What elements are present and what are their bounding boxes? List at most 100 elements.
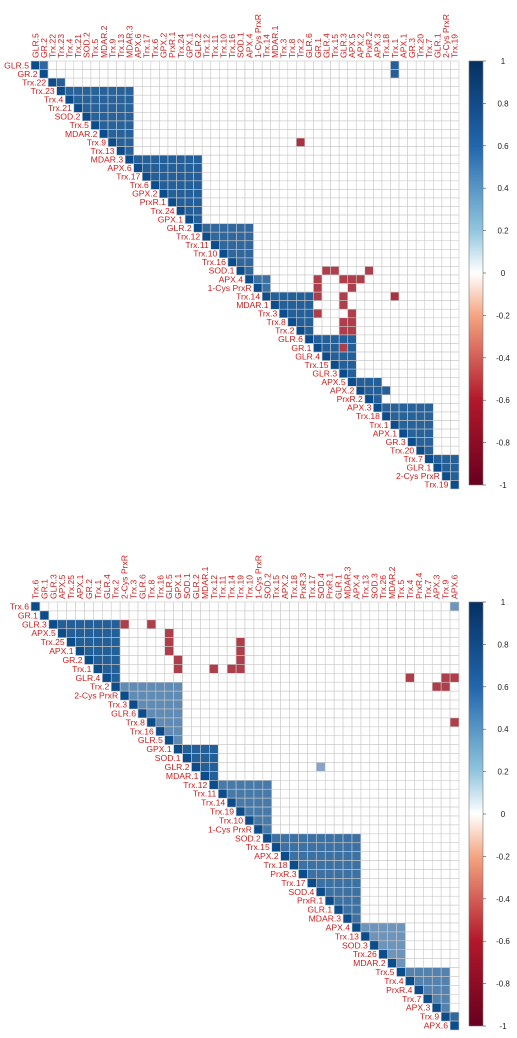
heatmap-cell <box>219 120 229 130</box>
heatmap-cell <box>217 762 228 772</box>
heatmap-cell <box>150 146 160 156</box>
row-label: GR.2 <box>62 655 82 665</box>
heatmap-cell <box>137 673 148 683</box>
heatmap-cell <box>347 86 357 96</box>
heatmap-cell <box>261 214 271 224</box>
heatmap-cell <box>304 214 314 224</box>
heatmap-cell <box>355 69 366 79</box>
heatmap-cell <box>155 655 166 665</box>
heatmap-cell <box>415 163 426 173</box>
heatmap-cell <box>431 753 442 763</box>
heatmap-cell <box>324 762 335 772</box>
heatmap-cell <box>304 274 314 284</box>
heatmap-cell <box>227 103 237 113</box>
heatmap-cell <box>164 646 174 656</box>
heatmap-cell <box>415 334 426 344</box>
heatmap-cell <box>226 655 237 665</box>
heatmap-cell <box>133 137 143 147</box>
heatmap-cell <box>226 601 237 612</box>
heatmap-cell <box>414 771 424 781</box>
heatmap-cell <box>261 206 271 216</box>
heatmap-cell <box>167 86 177 96</box>
heatmap-cell <box>201 112 212 122</box>
heatmap-cell <box>298 744 308 754</box>
heatmap-cell <box>441 171 451 182</box>
heatmap-cell <box>424 360 434 370</box>
heatmap-cell <box>424 394 434 404</box>
heatmap-cell <box>378 762 388 772</box>
heatmap-cell <box>235 619 246 630</box>
heatmap-cell <box>116 129 126 139</box>
heatmap-cell <box>150 103 160 113</box>
heatmap-cell <box>270 197 280 207</box>
heatmap-cell <box>253 214 263 224</box>
heatmap-cell <box>440 646 451 656</box>
heatmap-cell <box>423 780 433 790</box>
heatmap-cell <box>271 815 281 826</box>
row-label: Trx.16 <box>130 726 154 736</box>
heatmap-cell <box>304 154 314 165</box>
heatmap-cell <box>423 940 433 951</box>
heatmap-cell <box>244 664 255 674</box>
heatmap-cell <box>313 274 323 284</box>
heatmap-cell <box>405 869 415 879</box>
heatmap-cell <box>441 377 451 387</box>
heatmap-cell <box>244 628 255 638</box>
heatmap-cell <box>351 681 362 692</box>
heatmap-cell <box>280 771 290 781</box>
row-label: 1-Cys PrxR <box>208 283 252 293</box>
row-label: APX.4 <box>326 922 351 932</box>
column-label: GPX.1 <box>184 32 194 58</box>
heatmap-cell <box>200 655 210 665</box>
heatmap-cell <box>378 833 388 844</box>
heatmap-cell <box>431 842 442 852</box>
row-label: MDAR.3 <box>91 154 124 164</box>
heatmap-cell <box>369 842 380 852</box>
heatmap-cell <box>424 377 434 387</box>
heatmap-cell <box>347 137 357 147</box>
heatmap-cell <box>304 266 314 276</box>
heatmap-cell <box>262 788 273 799</box>
heatmap-cell <box>415 137 426 147</box>
heatmap-cell <box>373 326 383 336</box>
heatmap-cell <box>159 163 169 173</box>
heatmap-cell <box>201 171 212 182</box>
heatmap-cell <box>449 940 460 951</box>
column-label: Trx.21 <box>73 34 83 58</box>
heatmap-cell <box>278 129 289 139</box>
heatmap-cell <box>423 904 433 915</box>
heatmap-cell <box>396 726 406 737</box>
column-label: Trx.24 <box>176 34 186 58</box>
heatmap-cell <box>227 180 237 190</box>
heatmap-cell <box>355 317 366 327</box>
heatmap-cell <box>236 129 246 139</box>
heatmap-cell <box>270 206 280 216</box>
heatmap-cell <box>431 726 442 737</box>
heatmap-cell <box>369 922 380 933</box>
heatmap-cell <box>244 619 255 630</box>
heatmap-cell <box>316 833 326 844</box>
heatmap-cell <box>253 815 264 826</box>
heatmap-cell <box>441 77 451 87</box>
heatmap-cell <box>355 154 366 165</box>
column-label: Trx.4 <box>405 580 415 599</box>
heatmap-cell <box>184 120 194 130</box>
heatmap-cell <box>296 129 306 139</box>
heatmap-cell <box>424 86 434 96</box>
heatmap-cell <box>407 69 417 79</box>
heatmap-cell <box>307 735 317 745</box>
heatmap-cell <box>364 223 374 233</box>
heatmap-cell <box>450 86 460 96</box>
heatmap-cell <box>351 610 362 621</box>
heatmap-cell <box>298 735 308 745</box>
row-label: Trx.12 <box>176 231 200 241</box>
heatmap-cell <box>324 824 335 835</box>
heatmap-cell <box>405 601 415 612</box>
heatmap-cell <box>141 137 152 147</box>
heatmap-cell <box>193 180 203 190</box>
heatmap-cell <box>333 797 344 808</box>
heatmap-cell <box>298 708 308 719</box>
heatmap-cell <box>287 240 297 250</box>
heatmap-cell <box>440 673 451 683</box>
